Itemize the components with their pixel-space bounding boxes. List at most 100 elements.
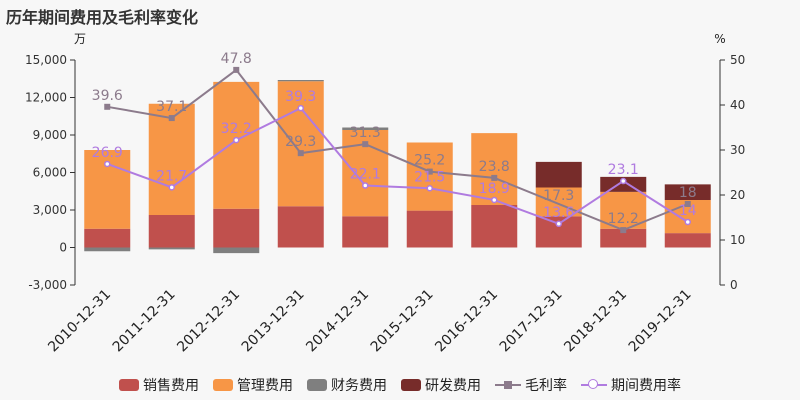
marker-毛利率 <box>233 66 240 73</box>
marker-期间费用率 <box>620 177 627 185</box>
legend-swatch <box>213 379 233 391</box>
x-tick-label: 2010-12-31 <box>45 287 114 356</box>
marker-期间费用率 <box>297 104 304 112</box>
data-label-期间费用率: 23.1 <box>608 162 639 178</box>
right-tick-label: 50 <box>730 53 745 67</box>
data-label-期间费用率: 18.9 <box>479 181 510 197</box>
x-tick-label: 2015-12-31 <box>368 287 437 356</box>
x-tick-label: 2011-12-31 <box>110 287 179 356</box>
data-label-期间费用率: 13.6 <box>543 205 574 221</box>
left-tick-label: 9,000 <box>33 128 67 142</box>
legend-item[interactable]: 研发费用 <box>401 375 481 395</box>
legend-label: 销售费用 <box>143 378 199 394</box>
left-tick-label: 6,000 <box>33 166 67 180</box>
marker-毛利率 <box>620 227 627 234</box>
left-axis-unit: 万 <box>74 32 86 46</box>
bar-销售费用 <box>600 228 647 248</box>
right-tick-label: 0 <box>730 278 738 292</box>
bar-管理费用 <box>600 191 647 229</box>
data-label-毛利率: 12.2 <box>608 211 639 227</box>
legend-item[interactable]: 毛利率 <box>495 375 567 395</box>
legend-label: 毛利率 <box>525 378 567 394</box>
bar-研发费用 <box>535 161 582 188</box>
marker-期间费用率 <box>426 185 433 192</box>
legend-line-marker <box>495 378 521 392</box>
bar-销售费用 <box>406 210 453 248</box>
x-tick-label: 2014-12-31 <box>303 287 372 356</box>
marker-毛利率 <box>297 150 304 157</box>
bar-财务费用 <box>277 80 324 82</box>
legend-swatch <box>119 379 139 391</box>
legend-item[interactable]: 销售费用 <box>119 375 199 395</box>
bar-财务费用 <box>148 247 195 250</box>
marker-期间费用率 <box>233 136 240 144</box>
bar-销售费用 <box>148 215 195 248</box>
data-label-期间费用率: 32.2 <box>221 121 252 137</box>
data-label-毛利率: 39.6 <box>92 88 123 104</box>
bar-管理费用 <box>148 103 195 215</box>
bar-财务费用 <box>84 247 131 252</box>
data-label-期间费用率: 21.5 <box>414 169 445 185</box>
bar-销售费用 <box>471 205 518 248</box>
right-tick-label: 20 <box>730 188 745 202</box>
marker-期间费用率 <box>104 160 111 168</box>
bar-管理费用 <box>406 142 453 211</box>
bar-管理费用 <box>277 81 324 207</box>
left-tick-label: -3,000 <box>28 278 67 292</box>
bar-管理费用 <box>471 133 518 205</box>
left-tick-label: 3,000 <box>33 203 67 217</box>
x-tick-label: 2018-12-31 <box>561 287 630 356</box>
x-tick-label: 2012-12-31 <box>174 287 243 356</box>
data-label-期间费用率: 14 <box>679 203 697 219</box>
x-tick-label: 2019-12-31 <box>626 287 695 356</box>
data-label-期间费用率: 39.3 <box>285 89 316 105</box>
marker-毛利率 <box>168 115 175 122</box>
data-label-毛利率: 37.1 <box>156 99 187 115</box>
legend-label: 期间费用率 <box>611 378 681 394</box>
marker-毛利率 <box>684 201 691 207</box>
left-tick-label: 15,000 <box>25 53 67 67</box>
legend-item[interactable]: 期间费用率 <box>581 375 681 395</box>
x-tick-label: 2017-12-31 <box>497 287 566 356</box>
left-tick-label: 0 <box>59 241 67 255</box>
data-label-期间费用率: 21.7 <box>156 168 187 184</box>
marker-毛利率 <box>491 174 498 181</box>
bar-销售费用 <box>342 216 389 248</box>
bar-销售费用 <box>277 206 324 248</box>
right-tick-label: 10 <box>730 233 745 247</box>
data-label-毛利率: 23.8 <box>479 159 510 175</box>
data-label-期间费用率: 26.9 <box>92 145 123 161</box>
chart-title: 历年期间费用及毛利率变化 <box>6 8 199 27</box>
marker-期间费用率 <box>491 196 498 204</box>
chart-legend: 销售费用 管理费用 财务费用 研发费用 毛利率 期间费用率 <box>0 375 800 395</box>
legend-swatch <box>401 379 421 391</box>
right-axis-unit: % <box>714 32 725 46</box>
bar-销售费用 <box>664 233 711 248</box>
legend-line-marker <box>581 378 607 392</box>
bar-销售费用 <box>84 228 131 248</box>
data-label-毛利率: 25.2 <box>414 153 445 169</box>
right-tick-label: 40 <box>730 98 745 112</box>
marker-毛利率 <box>426 168 433 175</box>
bar-管理费用 <box>535 187 582 217</box>
x-tick-label: 2013-12-31 <box>239 287 308 356</box>
legend-item[interactable]: 财务费用 <box>307 375 387 395</box>
marker-毛利率 <box>362 141 369 148</box>
bar-销售费用 <box>213 208 260 248</box>
marker-期间费用率 <box>684 218 691 226</box>
legend-swatch <box>307 379 327 391</box>
legend-label: 财务费用 <box>331 378 387 394</box>
data-label-毛利率: 18 <box>679 185 697 201</box>
x-tick-label: 2016-12-31 <box>432 287 501 356</box>
bar-财务费用 <box>342 127 389 130</box>
right-tick-label: 30 <box>730 143 745 157</box>
legend-label: 研发费用 <box>425 378 481 394</box>
line-期间费用率 <box>106 106 689 225</box>
data-label-毛利率: 31.3 <box>350 125 381 141</box>
marker-毛利率 <box>104 103 111 110</box>
data-label-毛利率: 17.3 <box>543 188 574 204</box>
data-label-毛利率: 29.3 <box>285 134 316 150</box>
bar-财务费用 <box>213 247 260 254</box>
marker-期间费用率 <box>555 220 562 228</box>
legend-item[interactable]: 管理费用 <box>213 375 293 395</box>
